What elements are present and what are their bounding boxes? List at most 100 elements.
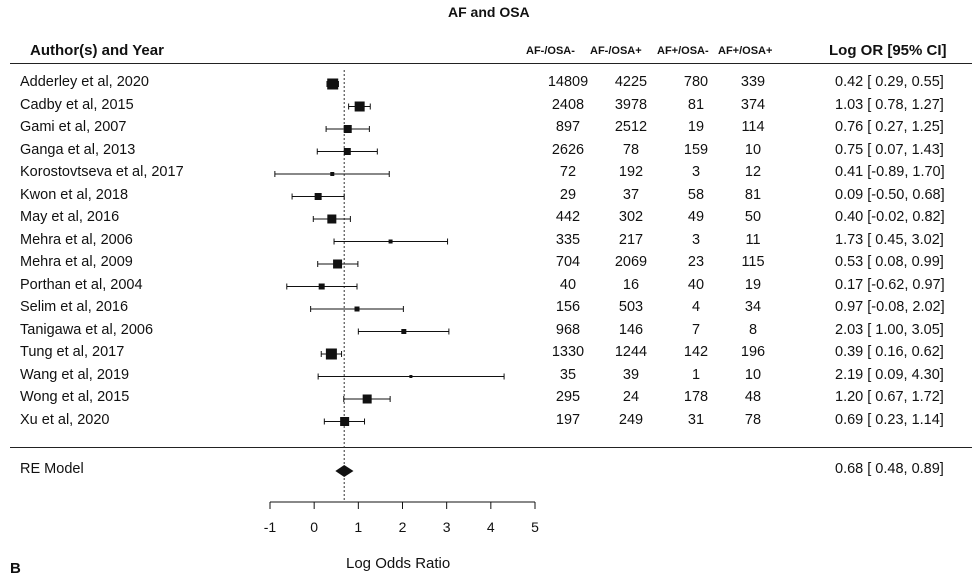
- count-af-pos-osa-pos: 12: [744, 164, 762, 180]
- point-estimate: [343, 148, 351, 155]
- header-c4: AF+/OSA+: [718, 45, 773, 57]
- count-af-neg-osa-pos: 249: [618, 411, 644, 428]
- point-estimate: [401, 329, 407, 334]
- count-af-neg-osa-neg: 295: [555, 389, 581, 405]
- log-or-ci: 0.40 [-0.02, 0.82]: [835, 209, 945, 225]
- count-af-pos-osa-neg: 4: [691, 299, 701, 315]
- summary-diamond: [335, 465, 354, 477]
- study-name: May et al, 2016: [20, 209, 120, 225]
- summary-log-or-ci: 0.68 [ 0.48, 0.89]: [835, 461, 944, 477]
- count-af-pos-osa-neg: 19: [687, 119, 705, 135]
- log-or-ci: 1.20 [ 0.67, 1.72]: [835, 389, 944, 405]
- count-af-pos-osa-pos: 196: [740, 344, 766, 360]
- log-or-ci: 0.39 [ 0.16, 0.62]: [835, 344, 944, 360]
- point-estimate: [333, 259, 343, 269]
- study-name: Kwon et al, 2018: [20, 186, 129, 203]
- log-or-ci: 0.17 [-0.62, 0.97]: [835, 276, 945, 293]
- x-tick-label: 0: [310, 519, 319, 535]
- point-estimate: [388, 239, 393, 244]
- log-or-ci: 0.75 [ 0.07, 1.43]: [835, 141, 944, 158]
- chart-title: AF and OSA: [448, 4, 530, 20]
- study-name: Cadby et al, 2015: [20, 96, 134, 113]
- count-af-pos-osa-pos: 10: [744, 366, 762, 383]
- point-estimate: [343, 125, 352, 133]
- x-tick-label: -1: [263, 519, 277, 535]
- count-af-pos-osa-neg: 780: [683, 74, 709, 90]
- count-af-pos-osa-pos: 339: [740, 74, 766, 90]
- x-tick-label: 3: [442, 519, 451, 535]
- count-af-neg-osa-pos: 503: [618, 299, 644, 315]
- count-af-neg-osa-pos: 2069: [614, 254, 648, 270]
- count-af-neg-osa-pos: 1244: [614, 344, 648, 360]
- count-af-neg-osa-neg: 72: [559, 164, 577, 180]
- count-af-pos-osa-neg: 159: [683, 141, 709, 158]
- count-af-pos-osa-pos: 81: [744, 186, 762, 203]
- count-af-neg-osa-pos: 39: [622, 366, 640, 383]
- count-af-neg-osa-pos: 192: [618, 164, 644, 180]
- count-af-neg-osa-neg: 897: [555, 119, 581, 135]
- point-estimate: [325, 348, 337, 360]
- count-af-neg-osa-neg: 2626: [551, 141, 585, 158]
- study-name: Wong et al, 2015: [20, 389, 130, 405]
- study-name: Wang et al, 2019: [20, 366, 130, 383]
- header-c1: AF-/OSA-: [526, 45, 575, 57]
- summary-rule: [10, 447, 972, 448]
- point-estimate: [354, 101, 365, 112]
- count-af-neg-osa-pos: 217: [618, 231, 644, 248]
- point-estimate: [362, 394, 372, 404]
- count-af-neg-osa-neg: 968: [555, 321, 581, 338]
- count-af-pos-osa-neg: 3: [691, 164, 701, 180]
- count-af-pos-osa-pos: 48: [744, 389, 762, 405]
- x-tick-label: 5: [531, 519, 539, 535]
- log-or-ci: 1.03 [ 0.78, 1.27]: [835, 96, 944, 113]
- header-effect: Log OR [95% CI]: [829, 42, 947, 59]
- count-af-pos-osa-pos: 115: [741, 254, 765, 270]
- x-axis-label: Log Odds Ratio: [346, 555, 451, 572]
- count-af-pos-osa-pos: 374: [740, 96, 766, 113]
- count-af-neg-osa-pos: 16: [622, 276, 640, 293]
- count-af-neg-osa-neg: 2408: [551, 96, 585, 113]
- count-af-pos-osa-neg: 7: [691, 321, 701, 338]
- count-af-pos-osa-neg: 58: [687, 186, 705, 203]
- count-af-pos-osa-pos: 11: [745, 231, 761, 248]
- count-af-neg-osa-neg: 442: [555, 209, 581, 225]
- summary-name: RE Model: [20, 461, 84, 477]
- log-or-ci: 0.97 [-0.08, 2.02]: [835, 299, 945, 315]
- count-af-pos-osa-neg: 31: [687, 411, 705, 428]
- count-af-neg-osa-pos: 3978: [614, 96, 648, 113]
- count-af-pos-osa-neg: 81: [687, 96, 705, 113]
- log-or-ci: 0.42 [ 0.29, 0.55]: [835, 74, 944, 90]
- log-or-ci: 2.03 [ 1.00, 3.05]: [835, 321, 944, 338]
- point-estimate: [354, 306, 360, 312]
- count-af-pos-osa-pos: 10: [744, 141, 762, 158]
- count-af-neg-osa-neg: 14809: [547, 74, 589, 90]
- count-af-pos-osa-pos: 19: [744, 276, 762, 293]
- count-af-neg-osa-neg: 40: [559, 276, 577, 293]
- study-name: Tanigawa et al, 2006: [20, 321, 154, 338]
- count-af-pos-osa-pos: 34: [744, 299, 762, 315]
- log-or-ci: 0.41 [-0.89, 1.70]: [835, 164, 945, 180]
- point-estimate: [327, 214, 337, 224]
- x-tick-label: 4: [486, 519, 495, 535]
- log-or-ci: 0.69 [ 0.23, 1.14]: [835, 411, 944, 428]
- count-af-neg-osa-neg: 35: [559, 366, 577, 383]
- count-af-neg-osa-pos: 24: [622, 389, 640, 405]
- count-af-neg-osa-neg: 1330: [551, 344, 585, 360]
- count-af-neg-osa-pos: 146: [618, 321, 644, 338]
- count-af-pos-osa-pos: 114: [741, 119, 765, 135]
- log-or-ci: 0.53 [ 0.08, 0.99]: [835, 254, 944, 270]
- study-name: Ganga et al, 2013: [20, 141, 136, 158]
- study-name: Mehra et al, 2009: [20, 254, 133, 270]
- count-af-pos-osa-neg: 1: [691, 366, 701, 383]
- point-estimate: [318, 283, 325, 290]
- count-af-pos-osa-neg: 178: [683, 389, 709, 405]
- count-af-neg-osa-pos: 78: [622, 141, 640, 158]
- point-estimate: [327, 78, 339, 90]
- point-estimate: [409, 375, 413, 378]
- count-af-neg-osa-pos: 302: [618, 209, 644, 225]
- count-af-pos-osa-neg: 49: [687, 209, 705, 225]
- point-estimate: [330, 172, 335, 176]
- count-af-pos-osa-neg: 23: [687, 254, 705, 270]
- study-name: Adderley et al, 2020: [20, 74, 149, 90]
- log-or-ci: 0.76 [ 0.27, 1.25]: [835, 119, 944, 135]
